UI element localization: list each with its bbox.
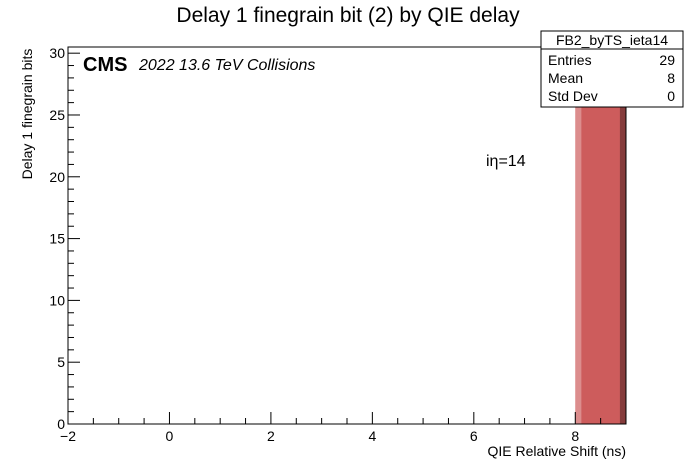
stats-label-stddev: Std Dev [548,88,598,104]
stats-label-entries: Entries [548,52,592,68]
stats-box-name: FB2_byTS_ieta14 [556,32,668,48]
y-axis-label: Delay 1 finegrain bits [19,49,35,180]
bars-group [575,65,626,424]
x-axis-label: QIE Relative Shift (ns) [488,443,627,459]
cms-sublabel: 2022 13.6 TeV Collisions [138,57,315,74]
y-axis: 0 5 10 15 20 25 30 [49,45,80,432]
y-tick-label: 20 [49,169,65,185]
y-tick-label: 0 [57,416,65,432]
stats-box-frame [540,30,684,108]
stats-box: FB2_byTS_ieta14 Entries 29 Mean 8 Std De… [540,30,684,108]
x-tick-label: 4 [368,428,376,444]
y-tick-label: 5 [57,354,65,370]
cms-label: CMS [83,54,127,76]
bar-0-highlight [575,65,582,424]
x-tick-label: 2 [267,428,275,444]
y-tick-label: 10 [49,292,65,308]
y-tick-label: 25 [49,107,65,123]
stats-label-mean: Mean [548,70,583,86]
x-tick-label: −2 [60,428,76,444]
x-tick-label: 8 [571,428,579,444]
y-tick-label: 30 [49,45,65,61]
stats-value-stddev: 0 [667,88,675,104]
x-tick-label: 6 [470,428,478,444]
chart-title: Delay 1 finegrain bit (2) by QIE delay [176,4,520,27]
x-axis: −2 0 2 4 6 8 [60,412,627,444]
y-tick-label: 15 [49,231,65,247]
bar-0 [575,65,626,424]
stats-value-entries: 29 [659,52,675,68]
stats-value-mean: 8 [667,70,675,86]
x-tick-label: 0 [166,428,174,444]
ieta-annotation: iη=14 [486,153,526,170]
bar-0-shade [619,65,626,424]
